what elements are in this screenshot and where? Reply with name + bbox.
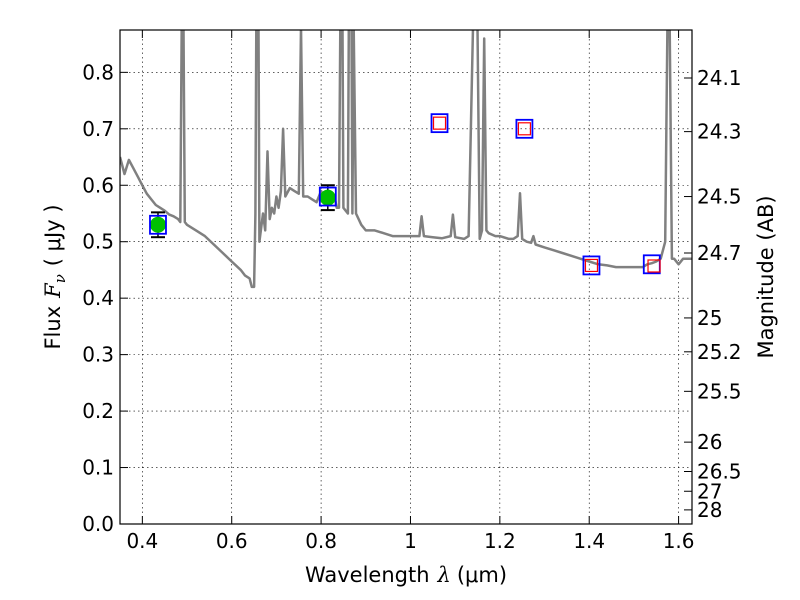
x-tick-label: 1.2	[484, 529, 516, 553]
x-tick-label: 0.6	[216, 529, 248, 553]
x-tick-label: 0.4	[126, 529, 158, 553]
x-tick-label: 0.8	[305, 529, 337, 553]
limit-square	[432, 116, 447, 130]
spectrum-line	[120, 30, 692, 289]
limit-square	[647, 259, 661, 273]
right-tick-label: 27	[697, 479, 722, 503]
limit-square	[517, 122, 532, 136]
x-axis-label: Wavelength λ (μm)	[305, 563, 507, 587]
right-axis-label: Magnitude (AB)	[754, 195, 778, 358]
plot-frame	[119, 29, 693, 525]
right-tick-label: 24.3	[697, 120, 742, 144]
model-square	[149, 214, 167, 235]
y-axis-label: FluxFν( μJy )	[41, 204, 69, 349]
right-tick-label: 25.5	[697, 379, 742, 403]
observed-point	[149, 216, 166, 233]
x-tick-label: 1	[404, 529, 417, 553]
y-tick-label: 0.2	[82, 399, 114, 423]
y-tick-label: 0.1	[82, 456, 114, 480]
right-tick-label: 24.7	[697, 241, 742, 265]
model-square	[582, 255, 601, 276]
right-tick-label: 24.5	[697, 185, 742, 209]
right-tick-label: 25.2	[697, 340, 742, 364]
y-tick-label: 0.5	[82, 230, 114, 254]
right-tick-label: 26.5	[697, 459, 742, 483]
y-tick-label: 0.0	[82, 512, 114, 536]
right-tick-label: 28	[697, 498, 722, 522]
right-tick-label: 26	[697, 430, 722, 454]
plot-background	[120, 30, 692, 524]
photometry-markers	[149, 113, 661, 276]
model-square	[318, 186, 337, 207]
axis-ticks: 0.4 0.6 0.8 1 1.2 1.4 1.6 0.0 0.1 0.2 0.3 0.4 0.5 0.6…	[82, 30, 742, 553]
y-tick-label: 0.7	[82, 117, 114, 141]
model-square	[515, 118, 534, 139]
observed-point	[319, 189, 336, 206]
y-tick-label: 0.8	[82, 60, 114, 84]
x-tick-label: 1.6	[663, 529, 695, 553]
y-tick-label: 0.6	[82, 173, 114, 197]
plot-area	[120, 30, 692, 289]
y-tick-label: 0.4	[82, 286, 114, 310]
right-tick-label: 24.1	[697, 66, 742, 90]
y-tick-label: 0.3	[82, 343, 114, 367]
right-tick-label: 25	[697, 306, 722, 330]
limit-square	[584, 258, 599, 273]
x-tick-label: 1.4	[573, 529, 605, 553]
model-square	[430, 113, 449, 134]
